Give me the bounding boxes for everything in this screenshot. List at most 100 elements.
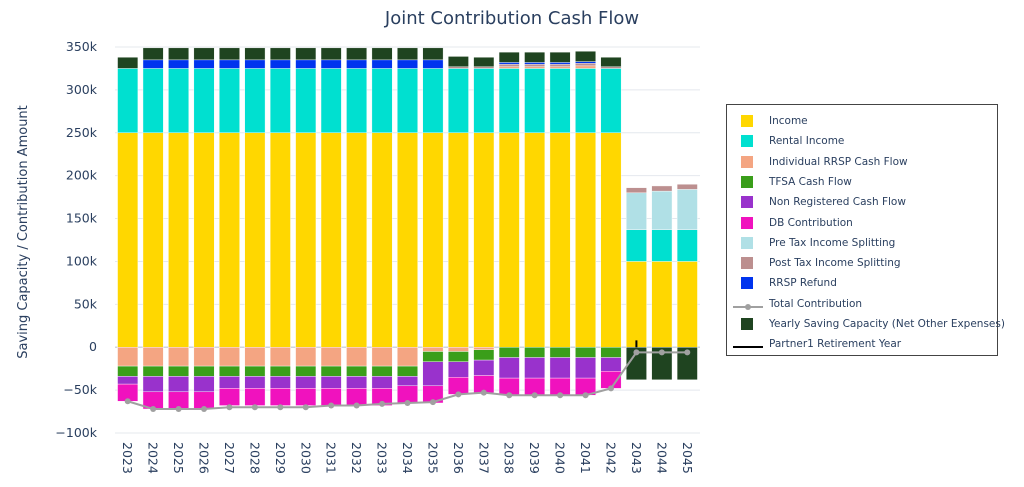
bar-non-registered-cash-flow-2036 bbox=[447, 361, 469, 378]
bar-individual-rrsp-cash-flow-2025 bbox=[168, 347, 189, 367]
bar-non-registered-cash-flow-2025 bbox=[168, 376, 189, 393]
legend-item-individual-rrsp-cash-flow[interactable]: Individual RRSP Cash Flow bbox=[727, 152, 997, 172]
bar-yearly-saving-capacity-net-other-expenses-2035 bbox=[422, 47, 444, 61]
bar-non-registered-cash-flow-2040 bbox=[549, 357, 571, 379]
x-tick-label: 2038 bbox=[502, 442, 517, 474]
legend-label: Pre Tax Income Splitting bbox=[769, 236, 896, 249]
x-tick-label: 2042 bbox=[603, 442, 618, 474]
bar-yearly-saving-capacity-net-other-expenses-2037 bbox=[473, 57, 495, 67]
bar-tfsa-cash-flow-2024 bbox=[142, 365, 164, 377]
legend-item-post-tax-income-splitting[interactable]: Post Tax Income Splitting bbox=[727, 253, 997, 273]
bar-rrsp-refund-2026 bbox=[193, 59, 215, 69]
bar-income-2031 bbox=[320, 132, 342, 348]
bar-tfsa-cash-flow-2029 bbox=[269, 365, 291, 377]
legend-swatch bbox=[741, 135, 753, 148]
bar-non-registered-cash-flow-2037 bbox=[473, 359, 495, 376]
legend-item-rental-income[interactable]: Rental Income bbox=[727, 131, 997, 151]
x-tick-label: 2031 bbox=[324, 442, 339, 474]
bar-post-tax-income-splitting-2036 bbox=[447, 66, 469, 69]
legend-item-db-contribution[interactable]: DB Contribution bbox=[727, 213, 997, 233]
x-tick-label: 2026 bbox=[197, 442, 212, 474]
legend-swatch bbox=[741, 155, 753, 168]
x-axis-ticks: 2023 2024 2025 2026 2027 2028 2029 2030 2031 2032… bbox=[120, 442, 695, 474]
total-contribution-point-2027 bbox=[226, 404, 233, 411]
bar-rental-income-2034 bbox=[397, 68, 418, 133]
bar-rrsp-refund-2025 bbox=[168, 59, 189, 69]
legend-label: Yearly Saving Capacity (Net Other Expens… bbox=[769, 318, 1005, 330]
bar-non-registered-cash-flow-2035 bbox=[422, 361, 444, 387]
bar-income-2043 bbox=[626, 261, 647, 348]
legend-label: Rental Income bbox=[769, 135, 845, 148]
legend-item-non-registered-cash-flow[interactable]: Non Registered Cash Flow bbox=[727, 192, 997, 212]
bar-rental-income-2036 bbox=[447, 68, 469, 133]
bar-yearly-saving-capacity-net-other-expenses-2045 bbox=[676, 347, 698, 381]
bar-income-2040 bbox=[549, 132, 571, 348]
bar-rental-income-2027 bbox=[219, 68, 240, 133]
total-contribution-point-2038 bbox=[506, 392, 513, 399]
bar-yearly-saving-capacity-net-other-expenses-2025 bbox=[168, 47, 189, 61]
legend-item-income[interactable]: Income bbox=[727, 111, 997, 131]
bar-rrsp-refund-2041 bbox=[575, 61, 596, 64]
bar-individual-rrsp-cash-flow-2034 bbox=[397, 347, 418, 367]
bar-db-contribution-2028 bbox=[244, 388, 266, 406]
y-tick-label: −100k bbox=[55, 425, 97, 440]
bar-income-2034 bbox=[397, 132, 418, 348]
legend-swatch bbox=[741, 175, 753, 188]
bar-rental-income-2031 bbox=[320, 68, 342, 133]
bar-pre-tax-income-splitting-2044 bbox=[651, 190, 673, 230]
bar-tfsa-cash-flow-2027 bbox=[219, 365, 240, 377]
bar-income-2038 bbox=[498, 132, 520, 348]
y-tick-label: 50k bbox=[74, 296, 98, 311]
legend-item-tfsa-cash-flow[interactable]: TFSA Cash Flow bbox=[727, 172, 997, 192]
legend-label: Post Tax Income Splitting bbox=[769, 257, 901, 270]
bar-yearly-saving-capacity-net-other-expenses-2040 bbox=[549, 51, 571, 63]
bar-income-2042 bbox=[600, 132, 622, 348]
total-contribution-point-2031 bbox=[328, 402, 335, 409]
total-contribution-point-2032 bbox=[353, 402, 360, 409]
legend-label: DB Contribution bbox=[769, 216, 853, 229]
y-axis-label: Saving Capacity / Contribution Amount bbox=[16, 105, 31, 359]
bar-tfsa-cash-flow-2032 bbox=[346, 365, 368, 377]
total-contribution-point-2033 bbox=[379, 400, 386, 407]
bar-yearly-saving-capacity-net-other-expenses-2041 bbox=[575, 51, 596, 62]
legend-item-partner1-retirement-year[interactable]: Partner1 Retirement Year bbox=[727, 334, 997, 354]
legend-label: Individual RRSP Cash Flow bbox=[769, 155, 908, 168]
bar-income-2032 bbox=[346, 132, 368, 348]
legend-item-yearly-saving-capacity-net-other-expenses[interactable]: Yearly Saving Capacity (Net Other Expens… bbox=[727, 314, 1005, 334]
legend: Income Rental Income Individual RRSP Cash … bbox=[726, 104, 1005, 356]
total-contribution-point-2030 bbox=[302, 404, 309, 411]
legend-item-total-contribution[interactable]: Total Contribution bbox=[727, 294, 997, 314]
bar-rental-income-2041 bbox=[575, 68, 596, 133]
bar-rrsp-refund-2024 bbox=[142, 59, 164, 69]
legend-label: Total Contribution bbox=[769, 297, 863, 310]
bar-rental-income-2029 bbox=[269, 68, 291, 133]
total-contribution-point-2028 bbox=[251, 404, 258, 411]
bar-rrsp-refund-2030 bbox=[295, 59, 317, 69]
x-tick-label: 2033 bbox=[375, 442, 390, 474]
total-contribution-point-2037 bbox=[480, 389, 487, 396]
bar-non-registered-cash-flow-2042 bbox=[600, 357, 622, 372]
legend-item-pre-tax-income-splitting[interactable]: Pre Tax Income Splitting bbox=[727, 233, 997, 253]
bar-rrsp-refund-2040 bbox=[549, 62, 571, 65]
bar-non-registered-cash-flow-2028 bbox=[244, 376, 266, 389]
total-contribution-point-2040 bbox=[557, 392, 564, 399]
bar-stack-layer bbox=[117, 47, 698, 410]
bar-income-2030 bbox=[295, 132, 317, 348]
legend-label: Partner1 Retirement Year bbox=[769, 338, 902, 351]
bar-post-tax-income-splitting-2039 bbox=[524, 63, 546, 67]
bar-post-tax-income-splitting-2045 bbox=[676, 184, 698, 190]
bar-income-2037 bbox=[473, 132, 495, 348]
total-contribution-point-2036 bbox=[455, 391, 462, 398]
bar-rental-income-2038 bbox=[498, 68, 520, 133]
bar-income-2025 bbox=[168, 132, 189, 348]
bar-income-2039 bbox=[524, 132, 546, 348]
bar-tfsa-cash-flow-2031 bbox=[320, 365, 342, 377]
bar-db-contribution-2027 bbox=[219, 388, 240, 406]
bar-rrsp-refund-2032 bbox=[346, 59, 368, 69]
total-contribution-point-2043 bbox=[633, 349, 640, 356]
total-contribution-point-2039 bbox=[531, 392, 538, 399]
bar-non-registered-cash-flow-2034 bbox=[397, 376, 418, 387]
bar-rrsp-refund-2034 bbox=[397, 59, 418, 69]
legend-item-rrsp-refund[interactable]: RRSP Refund bbox=[727, 273, 997, 293]
